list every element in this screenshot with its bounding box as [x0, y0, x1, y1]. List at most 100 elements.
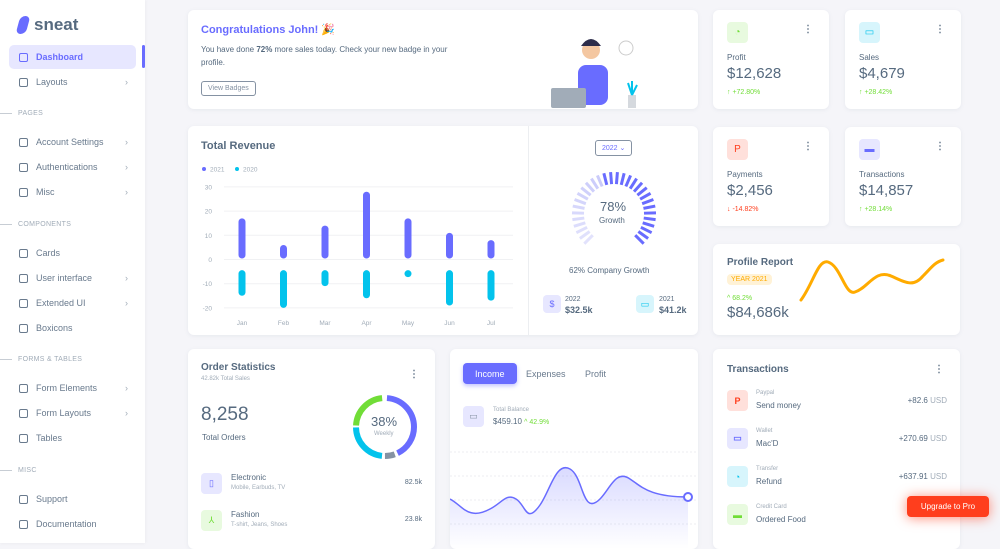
sidebar-item-label: Tables — [36, 433, 62, 443]
gauge-segment — [573, 206, 585, 208]
sidebar-item-form-layouts[interactable]: Form Layouts› — [9, 401, 136, 425]
stat-card-transactions: ▬ ⋮ Transactions $14,857 ↑ +28.14% — [845, 127, 961, 226]
sidebar-item-documentation[interactable]: Documentation — [9, 512, 136, 536]
bar-2020-Apr — [363, 270, 370, 298]
sidebar-item-form-elements[interactable]: Form Elements› — [9, 376, 136, 400]
transactions-card: Transactions ⋮ P Paypal Send money +82.6… — [713, 349, 960, 549]
chart-endpoint — [684, 493, 692, 501]
logo-icon — [16, 16, 31, 34]
sidebar-item-tables[interactable]: Tables — [9, 426, 136, 450]
gauge-segment — [630, 179, 636, 189]
cube-icon — [19, 188, 28, 197]
gauge-segment — [626, 175, 631, 186]
orders-subtitle: 42.82k Total Sales — [201, 376, 250, 382]
x-tick-label: Jun — [444, 320, 455, 327]
transaction-name: Mac'D — [756, 439, 778, 448]
sidebar-item-support[interactable]: Support — [9, 487, 136, 511]
table-icon — [19, 434, 28, 443]
sidebar-item-label: Extended UI — [36, 298, 86, 308]
credit-card-icon: ▬ — [859, 139, 880, 160]
gauge-segment — [574, 223, 585, 227]
more-options-icon[interactable]: ⋮ — [935, 141, 945, 152]
sidebar-item-label: Account Settings — [36, 137, 104, 147]
year-select[interactable]: 2022 ⌄ — [595, 140, 632, 156]
bar-2021-Jun — [446, 233, 453, 259]
stat-label: Transactions — [859, 170, 905, 179]
paypal-icon: P — [727, 139, 748, 160]
crown-icon — [19, 324, 28, 333]
brand-logo[interactable]: sneat — [18, 15, 78, 35]
x-tick-label: Jul — [487, 320, 496, 327]
category-name: Electronic — [231, 473, 266, 482]
sidebar-item-label: Misc — [36, 187, 55, 197]
chart-icon: ◔ — [727, 22, 748, 43]
stat-label: Sales — [859, 53, 879, 62]
sidebar-item-boxicons[interactable]: Boxicons — [9, 316, 136, 340]
transaction-name: Send money — [756, 401, 801, 410]
gauge-segment — [577, 193, 587, 199]
bar-2021-Jan — [239, 218, 246, 258]
sidebar-item-layouts[interactable]: Layouts › — [9, 70, 136, 94]
view-badges-button[interactable]: View Badges — [201, 81, 256, 96]
gauge-segment — [581, 188, 590, 196]
sidebar-item-cards[interactable]: Cards — [9, 241, 136, 265]
stat-change: ↑ +28.42% — [859, 89, 892, 96]
active-indicator — [142, 45, 145, 68]
transaction-amount: +270.69 USD — [899, 434, 947, 443]
chevron-right-icon: › — [125, 77, 128, 87]
gauge-segment — [635, 235, 643, 243]
more-options-icon[interactable]: ⋮ — [409, 369, 419, 380]
transaction-row[interactable]: P Paypal Send money +82.6 USD — [713, 390, 960, 420]
bar-2020-May — [405, 270, 412, 277]
more-options-icon[interactable]: ⋮ — [803, 24, 813, 35]
transaction-row[interactable]: ▭ Wallet Mac'D +270.69 USD — [713, 428, 960, 458]
gauge-segment — [584, 235, 592, 243]
sidebar-item-authentications[interactable]: Authentications› — [9, 155, 136, 179]
sidebar-item-account-settings[interactable]: Account Settings› — [9, 130, 136, 154]
stat-label: Profit — [727, 53, 746, 62]
chevron-right-icon: › — [125, 383, 128, 393]
stat-change: ↓ -14.82% — [727, 206, 759, 213]
gauge-segment — [637, 188, 646, 196]
sidebar-item-dashboard[interactable]: Dashboard — [9, 45, 136, 69]
donut-label: Weekly — [374, 431, 394, 437]
legend-label: 2021 — [210, 167, 225, 174]
layout-icon — [19, 78, 28, 87]
more-options-icon[interactable]: ⋮ — [935, 24, 945, 35]
transaction-row[interactable]: ◔ Transfer Refund +637.91 USD — [713, 466, 960, 496]
sidebar-item-extended-ui[interactable]: Extended UI› — [9, 291, 136, 315]
more-options-icon[interactable]: ⋮ — [803, 141, 813, 152]
sidebar-item-label: Layouts — [36, 77, 68, 87]
stat-change: ↑ +72.80% — [727, 89, 760, 96]
transaction-name: Ordered Food — [756, 515, 806, 524]
paypal-icon: P — [727, 390, 748, 411]
chevron-right-icon: › — [125, 162, 128, 172]
x-tick-label: Feb — [278, 320, 290, 327]
sidebar-item-user-interface[interactable]: User interface› — [9, 266, 136, 290]
bar-2021-Jul — [488, 240, 495, 258]
more-options-icon[interactable]: ⋮ — [934, 364, 944, 375]
donut-value: 38% — [371, 414, 397, 429]
x-tick-label: Jan — [237, 320, 248, 327]
upgrade-to-pro-button[interactable]: Upgrade to Pro — [907, 496, 989, 517]
sidebar-item-label: Documentation — [36, 519, 97, 529]
gauge-segment — [634, 183, 642, 192]
stat-card-profit: ◔ ⋮ Profit $12,628 ↑ +72.80% — [713, 10, 829, 109]
gauge-segment — [572, 218, 584, 220]
bar-2021-Feb — [280, 245, 287, 259]
section-header: COMPONENTS — [18, 221, 71, 228]
profile-line-chart — [713, 244, 960, 335]
sidebar-item-misc[interactable]: Misc› — [9, 180, 136, 204]
transactions-title: Transactions — [727, 364, 789, 375]
stat-value: $14,857 — [859, 182, 913, 199]
transaction-amount: +82.6 USD — [908, 396, 947, 405]
growth-label: Growth — [599, 216, 625, 225]
collection-icon — [19, 249, 28, 258]
wallet-icon: ▭ — [636, 295, 654, 313]
wallet-icon: ▭ — [859, 22, 880, 43]
bar-2020-Jun — [446, 270, 453, 305]
bar-2020-Jan — [239, 270, 246, 296]
section-header: MISC — [18, 467, 37, 474]
orders-count: 8,258 — [201, 404, 249, 426]
growth-value: 78% — [600, 199, 626, 214]
